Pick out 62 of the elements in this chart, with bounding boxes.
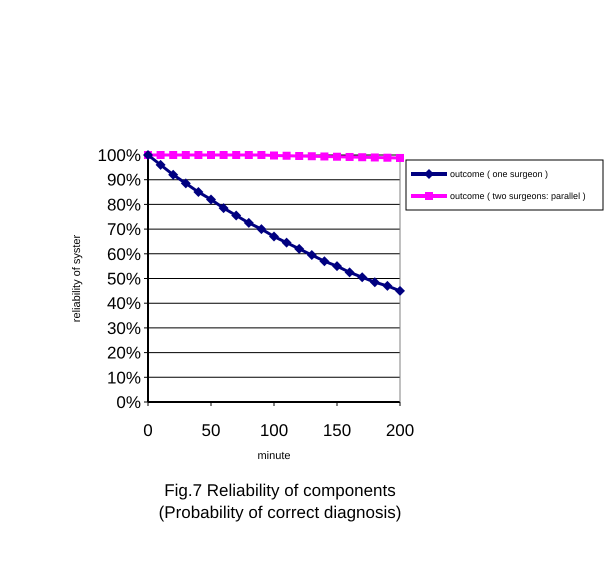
text: Fig.7 Reliability of components — [164, 481, 396, 500]
point — [256, 224, 266, 234]
point — [168, 170, 178, 180]
point — [382, 280, 392, 291]
point — [156, 160, 166, 170]
point — [370, 153, 379, 162]
y-axis-title: reliability of syster — [71, 234, 83, 322]
point — [282, 238, 292, 248]
x-axis-title: minute — [257, 450, 291, 462]
y-tick-label: 40% — [106, 294, 141, 314]
point — [319, 256, 330, 266]
y-tick-label: 60% — [106, 244, 141, 264]
text: (Probability of correct diagnosis) — [158, 503, 402, 522]
point — [257, 151, 266, 159]
point — [294, 244, 304, 254]
point — [320, 152, 328, 160]
point — [269, 232, 279, 242]
point — [270, 151, 278, 160]
y-tick-label: 20% — [106, 344, 141, 363]
point — [358, 153, 366, 162]
point — [383, 154, 392, 162]
point — [357, 272, 368, 282]
point — [344, 267, 355, 278]
y-tick-label: 80% — [106, 195, 141, 214]
y-tick-label: 100% — [98, 146, 141, 165]
point — [206, 194, 216, 204]
point — [308, 152, 316, 160]
point — [218, 203, 229, 214]
point — [244, 151, 253, 159]
x-tick-label: 200 — [386, 421, 414, 440]
x-tick-label: 150 — [322, 421, 352, 440]
point — [231, 210, 242, 221]
legend-label: outcome ( two surgeons: parallel ) — [450, 191, 586, 201]
point — [306, 250, 317, 260]
point — [220, 151, 228, 159]
point — [282, 152, 291, 160]
x-tick-label: 50 — [202, 421, 220, 440]
point — [346, 152, 354, 161]
point — [156, 151, 165, 159]
point — [169, 151, 178, 159]
y-tick-label: 10% — [106, 368, 141, 388]
point — [193, 187, 204, 198]
y-tick-label: 90% — [106, 170, 141, 190]
point — [182, 151, 190, 159]
x-tick-label: 100 — [260, 421, 288, 440]
point — [194, 151, 202, 159]
y-tick-label: 50% — [106, 269, 141, 288]
point — [180, 178, 191, 188]
x-tick-label: 0 — [143, 421, 153, 440]
point — [232, 151, 240, 159]
point — [370, 277, 380, 288]
point — [333, 152, 341, 161]
point — [244, 218, 254, 228]
point — [332, 261, 342, 272]
point — [395, 286, 405, 296]
y-tick-label: 70% — [106, 220, 141, 240]
point — [295, 152, 304, 160]
point — [396, 154, 404, 162]
point — [207, 151, 215, 159]
y-tick-label: 30% — [106, 318, 141, 338]
legend-label: outcome ( one surgeon ) — [450, 169, 548, 179]
y-tick-label: 0% — [116, 392, 141, 412]
